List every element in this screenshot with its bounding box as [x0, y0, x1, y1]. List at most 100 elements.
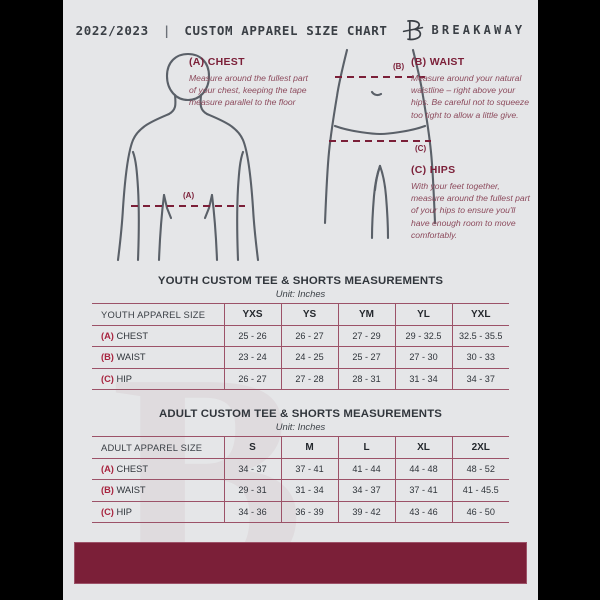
chart-header: 2022/2023 | CUSTOM APPAREL SIZE CHART BR… [63, 18, 538, 42]
youth-waist-ys: 24 - 25 [280, 346, 338, 369]
table-header-row: YOUTH APPAREL SIZE YXS YS YM YL YXL [92, 303, 509, 326]
adult-waist-s: 29 - 31 [223, 479, 281, 502]
youth-measurements-block: YOUTH CUSTOM TEE & SHORTS MEASUREMENTS U… [92, 275, 509, 390]
youth-chest-yxl: 32.5 - 35.5 [451, 324, 509, 347]
adult-row-label-waist: (B) WAIST [92, 479, 225, 502]
page-title: CUSTOM APPAREL SIZE CHART [184, 22, 388, 38]
marker-label-a: (A) [183, 191, 195, 200]
adult-hip-l: 39 - 42 [337, 500, 395, 523]
adult-size-xl: XL [394, 436, 452, 459]
letterbox-right [538, 0, 600, 600]
adult-chest-m: 37 - 41 [280, 457, 338, 480]
header-season: 2022/2023 [75, 22, 149, 38]
youth-waist-yxs: 23 - 24 [223, 346, 281, 369]
youth-chest-ys: 26 - 27 [280, 324, 338, 347]
row-tag: (B) [101, 352, 114, 363]
row-tag: (A) [101, 463, 114, 474]
table-row: (B) WAIST 29 - 31 31 - 34 34 - 37 37 - 4… [92, 479, 509, 502]
row-tag: (B) [101, 485, 114, 496]
row-name: WAIST [116, 352, 146, 363]
note-hips-title: (C) HIPS [411, 164, 456, 176]
youth-size-yl: YL [394, 303, 452, 326]
youth-size-table: YOUTH APPAREL SIZE YXS YS YM YL YXL (A) … [92, 303, 509, 390]
note-waist: (B) WAIST Measure around your natural wa… [411, 56, 531, 121]
youth-chest-yxs: 25 - 26 [223, 324, 281, 347]
adult-hip-2xl: 46 - 50 [451, 500, 509, 523]
adult-row-label-chest: (A) CHEST [92, 457, 225, 480]
adult-table-unit: Unit: Inches [275, 421, 326, 432]
adult-hip-m: 36 - 39 [280, 500, 338, 523]
note-hips: (C) HIPS With your feet together, measur… [411, 164, 533, 241]
adult-size-s: S [223, 436, 281, 459]
lower-body-hips-figure [323, 48, 437, 240]
table-row: (B) WAIST 23 - 24 24 - 25 25 - 27 27 - 3… [92, 346, 509, 369]
brand-name: BREAKAWAY [431, 23, 526, 37]
adult-size-m: M [280, 436, 338, 459]
youth-table-unit: Unit: Inches [275, 288, 326, 299]
adult-chest-s: 34 - 37 [223, 457, 281, 480]
marker-label-b: (B) [393, 62, 405, 71]
measurement-illustrations: (A) (B) (C) (A) CHEST Measure around the… [63, 48, 538, 273]
upper-body-torso-figure [116, 52, 260, 262]
adult-waist-m: 31 - 34 [280, 479, 338, 502]
note-chest: (A) CHEST Measure around the fullest par… [189, 56, 309, 109]
marker-label-c: (C) [415, 144, 427, 153]
adult-chest-l: 41 - 44 [337, 457, 395, 480]
note-chest-title: (A) CHEST [189, 56, 245, 68]
table-row: (C) HIP 34 - 36 36 - 39 39 - 42 43 - 46 … [92, 500, 509, 523]
youth-row-header: YOUTH APPAREL SIZE [92, 303, 225, 326]
adult-waist-l: 34 - 37 [337, 479, 395, 502]
youth-hip-ys: 27 - 28 [280, 367, 338, 390]
header-separator: | [162, 22, 171, 38]
adult-size-2xl: 2XL [451, 436, 509, 459]
table-header-row: ADULT APPAREL SIZE S M L XL 2XL [92, 436, 509, 459]
row-name: CHEST [116, 330, 149, 341]
youth-table-title: YOUTH CUSTOM TEE & SHORTS MEASUREMENTS [157, 275, 444, 287]
adult-chest-xl: 44 - 48 [394, 457, 452, 480]
youth-hip-yxs: 26 - 27 [223, 367, 281, 390]
adult-table-title: ADULT CUSTOM TEE & SHORTS MEASUREMENTS [158, 408, 443, 420]
youth-size-yxl: YXL [451, 303, 509, 326]
youth-size-ys: YS [280, 303, 338, 326]
youth-row-label-waist: (B) WAIST [92, 346, 225, 369]
youth-size-ym: YM [337, 303, 395, 326]
row-name: WAIST [116, 485, 146, 496]
row-tag: (C) [101, 506, 114, 517]
logo-svg [402, 19, 423, 41]
row-name: CHEST [116, 463, 149, 474]
table-row: (C) HIP 26 - 27 27 - 28 28 - 31 31 - 34 … [92, 367, 509, 390]
adult-waist-2xl: 41 - 45.5 [451, 479, 509, 502]
row-name: HIP [116, 373, 133, 384]
adult-waist-xl: 37 - 41 [394, 479, 452, 502]
adult-measurements-block: ADULT CUSTOM TEE & SHORTS MEASUREMENTS U… [92, 408, 509, 523]
adult-size-l: L [337, 436, 395, 459]
youth-waist-yxl: 30 - 33 [451, 346, 509, 369]
youth-chest-ym: 27 - 29 [337, 324, 395, 347]
adult-hip-s: 34 - 36 [223, 500, 281, 523]
size-chart-card: B 2022/2023 | CUSTOM APPAREL SIZE CHART … [63, 0, 538, 600]
row-name: HIP [116, 506, 133, 517]
row-tag: (A) [101, 330, 114, 341]
youth-size-yxs: YXS [223, 303, 281, 326]
note-chest-body: Measure around the fullest part of your … [189, 73, 308, 108]
note-hips-body: With your feet together, measure around … [411, 181, 530, 240]
adult-hip-xl: 43 - 46 [394, 500, 452, 523]
youth-hip-ym: 28 - 31 [337, 367, 395, 390]
note-waist-body: Measure around your natural waistline – … [411, 73, 530, 120]
youth-hip-yl: 31 - 34 [394, 367, 452, 390]
adult-size-table: ADULT APPAREL SIZE S M L XL 2XL (A) CHES… [92, 436, 509, 523]
youth-chest-yl: 29 - 32.5 [394, 324, 452, 347]
table-row: (A) CHEST 34 - 37 37 - 41 41 - 44 44 - 4… [92, 457, 509, 480]
footer-accent-bar [74, 542, 527, 584]
youth-waist-yl: 27 - 30 [394, 346, 452, 369]
table-row: (A) CHEST 25 - 26 26 - 27 27 - 29 29 - 3… [92, 324, 509, 347]
adult-row-label-hip: (C) HIP [92, 500, 225, 523]
note-waist-title: (B) WAIST [411, 56, 465, 68]
brand-lockup: BREAKAWAY [402, 18, 526, 42]
letterbox-left [0, 0, 63, 600]
youth-row-label-chest: (A) CHEST [92, 324, 225, 347]
youth-row-label-hip: (C) HIP [92, 367, 225, 390]
adult-row-header: ADULT APPAREL SIZE [92, 436, 225, 459]
adult-chest-2xl: 48 - 52 [451, 457, 509, 480]
